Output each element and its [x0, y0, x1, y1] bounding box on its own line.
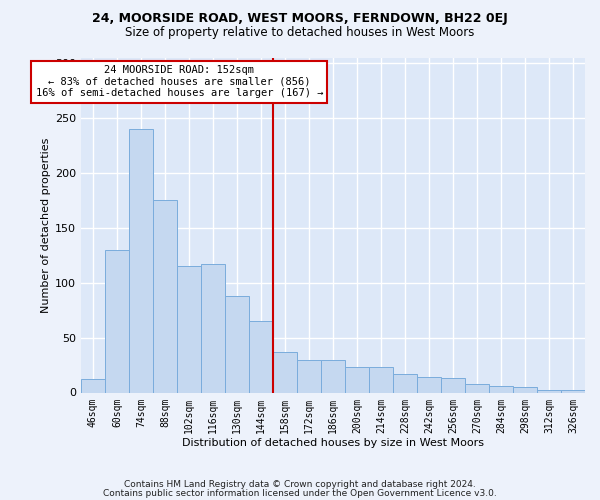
Bar: [345, 367, 369, 392]
Bar: [489, 386, 513, 392]
Bar: [561, 390, 585, 392]
Bar: [465, 384, 489, 392]
Bar: [105, 250, 129, 392]
Bar: [153, 200, 177, 392]
Bar: [249, 321, 273, 392]
Bar: [417, 377, 441, 392]
Bar: [513, 387, 537, 392]
Bar: [225, 296, 249, 392]
Text: 24 MOORSIDE ROAD: 152sqm
← 83% of detached houses are smaller (856)
16% of semi-: 24 MOORSIDE ROAD: 152sqm ← 83% of detach…: [35, 65, 323, 98]
Bar: [297, 360, 321, 392]
Text: Size of property relative to detached houses in West Moors: Size of property relative to detached ho…: [125, 26, 475, 39]
Bar: [273, 352, 297, 393]
Text: Contains public sector information licensed under the Open Government Licence v3: Contains public sector information licen…: [103, 488, 497, 498]
Y-axis label: Number of detached properties: Number of detached properties: [41, 138, 51, 312]
Bar: [393, 374, 417, 392]
Bar: [321, 360, 345, 392]
Bar: [81, 380, 105, 392]
Bar: [201, 264, 225, 392]
Bar: [369, 367, 393, 392]
Bar: [129, 129, 153, 392]
Bar: [441, 378, 465, 392]
Text: 24, MOORSIDE ROAD, WEST MOORS, FERNDOWN, BH22 0EJ: 24, MOORSIDE ROAD, WEST MOORS, FERNDOWN,…: [92, 12, 508, 25]
X-axis label: Distribution of detached houses by size in West Moors: Distribution of detached houses by size …: [182, 438, 484, 448]
Bar: [177, 266, 201, 392]
Text: Contains HM Land Registry data © Crown copyright and database right 2024.: Contains HM Land Registry data © Crown c…: [124, 480, 476, 489]
Bar: [537, 390, 561, 392]
